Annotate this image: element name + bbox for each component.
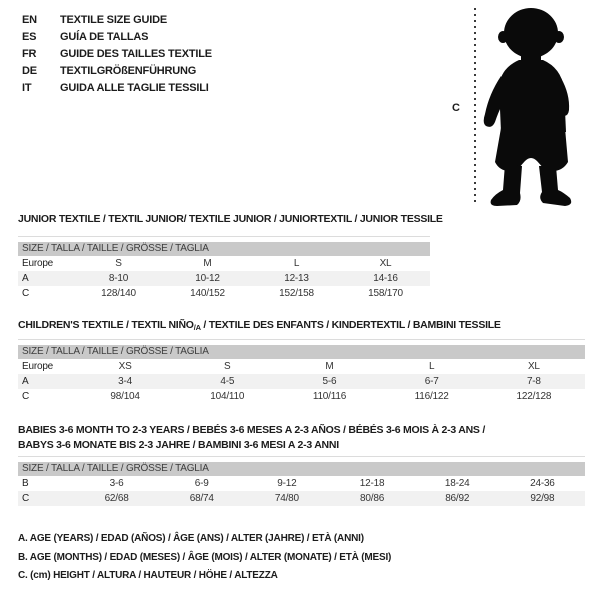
size-header-bar: SIZE / TALLA / TAILLE / GRÖSSE / TAGLIA xyxy=(18,242,430,256)
children-title-sub: /A xyxy=(193,323,201,332)
age-cell: 14-16 xyxy=(373,273,398,284)
lang-code: ES xyxy=(22,31,37,43)
legend-line-a: A. AGE (YEARS) / EDAD (AÑOS) / ÂGE (ANS)… xyxy=(18,533,364,544)
children-title-pre: CHILDREN'S TEXTILE / TEXTIL NIÑO xyxy=(18,319,194,331)
row-label: C xyxy=(22,288,30,299)
size-cell: XS xyxy=(118,361,132,372)
table-row: C 62/68 68/74 74/80 80/86 86/92 92/98 xyxy=(18,491,585,506)
lang-code: IT xyxy=(22,82,32,94)
children-title-post: / TEXTILE DES ENFANTS / KINDERTEXTIL / B… xyxy=(200,319,501,331)
children-size-table: Europe XS S M L XL A 3-4 4-5 5-6 6-7 7-8… xyxy=(18,359,585,404)
height-cell: 104/110 xyxy=(210,391,245,402)
baby-silhouette-icon xyxy=(483,8,572,206)
size-cell: L xyxy=(428,361,435,372)
height-cell: 80/86 xyxy=(360,493,385,504)
row-label: A xyxy=(22,273,29,284)
babies-table: SIZE / TALLA / TAILLE / GRÖSSE / TAGLIA … xyxy=(18,456,585,506)
age-cell: 3-4 xyxy=(118,376,133,387)
lang-code: FR xyxy=(22,48,37,60)
age-cell: 10-12 xyxy=(195,273,220,284)
row-label: Europe xyxy=(22,258,54,269)
junior-table: SIZE / TALLA / TAILLE / GRÖSSE / TAGLIA … xyxy=(18,236,430,301)
height-cell: 116/122 xyxy=(414,391,449,402)
size-cell: M xyxy=(203,258,212,269)
size-cell: L xyxy=(293,258,300,269)
lang-row-it: IT GUIDA ALLE TAGLIE TESSILI xyxy=(22,80,212,97)
height-cell: 74/80 xyxy=(274,493,299,504)
table-topline xyxy=(18,456,585,457)
size-header-bar: SIZE / TALLA / TAILLE / GRÖSSE / TAGLIA xyxy=(18,345,585,359)
lang-code: EN xyxy=(22,14,37,26)
height-cell: 158/170 xyxy=(368,288,403,299)
babies-section-title: BABIES 3-6 MONTH TO 2-3 YEARS / BEBÉS 3-… xyxy=(18,423,585,452)
size-cell: S xyxy=(115,258,122,269)
babies-title-line1: BABIES 3-6 MONTH TO 2-3 YEARS / BEBÉS 3-… xyxy=(18,424,486,436)
age-cell: 6-9 xyxy=(194,478,209,489)
age-cell: 9-12 xyxy=(277,478,297,489)
lang-title: GUIDE DES TAILLES TEXTILE xyxy=(60,48,212,60)
height-cell: 140/152 xyxy=(190,288,225,299)
junior-section-title: JUNIOR TEXTILE / TEXTIL JUNIOR/ TEXTILE … xyxy=(18,213,443,225)
row-label: C xyxy=(22,493,30,504)
babies-title-line2: BABYS 3-6 MONATE BIS 2-3 JAHRE / BAMBINI… xyxy=(18,438,339,451)
children-table: SIZE / TALLA / TAILLE / GRÖSSE / TAGLIA … xyxy=(18,339,585,404)
age-cell: 12-18 xyxy=(359,478,385,489)
measure-legend: A. AGE (YEARS) / EDAD (AÑOS) / ÂGE (ANS)… xyxy=(18,530,391,586)
size-cell: S xyxy=(224,361,231,372)
height-cell: 92/98 xyxy=(530,493,555,504)
age-cell: 18-24 xyxy=(444,478,470,489)
size-header-bar: SIZE / TALLA / TAILLE / GRÖSSE / TAGLIA xyxy=(18,462,585,476)
age-cell: 6-7 xyxy=(424,376,439,387)
lang-title: GUÍA DE TALLAS xyxy=(60,31,149,43)
language-list: EN TEXTILE SIZE GUIDE ES GUÍA DE TALLAS … xyxy=(22,12,212,97)
babies-size-table: B 3-6 6-9 9-12 12-18 18-24 24-36 C 62/68… xyxy=(18,476,585,506)
height-cell: 62/68 xyxy=(104,493,129,504)
lang-title: TEXTILGRÖßENFÜHRUNG xyxy=(60,65,197,77)
table-topline xyxy=(18,236,430,237)
table-topline xyxy=(18,339,585,340)
height-cell: 152/158 xyxy=(279,288,314,299)
size-cell: XL xyxy=(379,258,392,269)
size-cell: M xyxy=(325,361,334,372)
lang-title: TEXTILE SIZE GUIDE xyxy=(60,14,168,26)
age-cell: 12-13 xyxy=(284,273,309,284)
height-cell: 68/74 xyxy=(189,493,214,504)
table-row: C 98/104 104/110 110/116 116/122 122/128 xyxy=(18,389,585,404)
height-cell: 128/140 xyxy=(101,288,136,299)
lang-row-de: DE TEXTILGRÖßENFÜHRUNG xyxy=(22,63,212,80)
children-section-title: CHILDREN'S TEXTILE / TEXTIL NIÑO/A / TEX… xyxy=(18,319,501,332)
row-label: C xyxy=(22,391,30,402)
table-row: A 8-10 10-12 12-13 14-16 xyxy=(18,271,430,286)
table-row: Europe S M L XL xyxy=(18,256,430,271)
legend-line-b: B. AGE (MONTHS) / EDAD (MESES) / ÂGE (MO… xyxy=(18,551,392,563)
height-cell: 98/104 xyxy=(110,391,140,402)
height-measure-label: C xyxy=(452,102,460,114)
lang-row-es: ES GUÍA DE TALLAS xyxy=(22,29,212,46)
size-cell: XL xyxy=(527,361,540,372)
height-cell: 122/128 xyxy=(516,391,552,402)
lang-row-fr: FR GUIDE DES TAILLES TEXTILE xyxy=(22,46,212,63)
table-row: A 3-4 4-5 5-6 6-7 7-8 xyxy=(18,374,585,389)
lang-row-en: EN TEXTILE SIZE GUIDE xyxy=(22,12,212,29)
age-cell: 8-10 xyxy=(108,273,129,284)
row-label: B xyxy=(22,478,29,489)
legend-line-c: C. (cm) HEIGHT / ALTURA / HAUTEUR / HÖHE… xyxy=(18,570,278,581)
age-cell: 3-6 xyxy=(109,478,124,489)
lang-code: DE xyxy=(22,65,37,77)
age-cell: 24-36 xyxy=(530,478,555,489)
lang-title: GUIDA ALLE TAGLIE TESSILI xyxy=(60,82,209,94)
age-cell: 7-8 xyxy=(526,376,541,387)
table-row: Europe XS S M L XL xyxy=(18,359,585,374)
table-row: B 3-6 6-9 9-12 12-18 18-24 24-36 xyxy=(18,476,585,491)
age-cell: 4-5 xyxy=(220,376,235,387)
height-measure-dotted-line xyxy=(474,8,476,206)
row-label: Europe xyxy=(22,361,54,372)
height-cell: 110/116 xyxy=(312,391,347,402)
row-label: A xyxy=(22,376,29,387)
age-cell: 5-6 xyxy=(322,376,337,387)
junior-size-table: Europe S M L XL A 8-10 10-12 12-13 14-16… xyxy=(18,256,430,301)
height-cell: 86/92 xyxy=(445,493,470,504)
table-row: C 128/140 140/152 152/158 158/170 xyxy=(18,286,430,301)
